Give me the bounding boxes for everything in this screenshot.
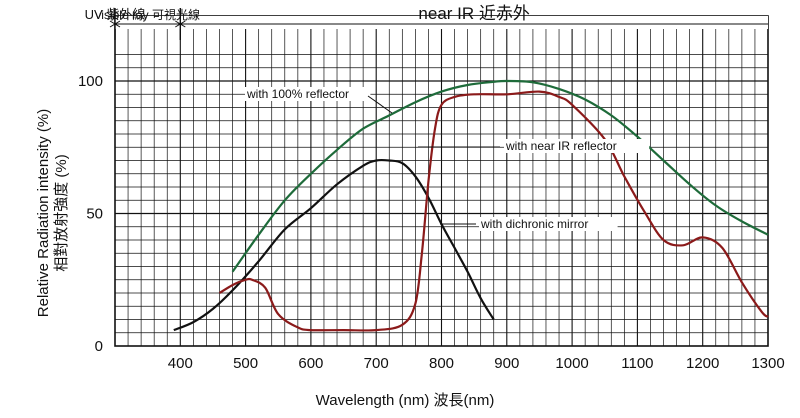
x-tick-label: 400 (168, 355, 193, 372)
series-line-1 (231, 79, 769, 273)
y-axis-title-line-1: Relative Radiation intensity (%) (35, 109, 52, 317)
x-tick-label: 1200 (686, 355, 719, 372)
x-tick-label: 900 (494, 355, 519, 372)
annotation-label: with 100% reflector (246, 87, 349, 101)
band-strip (115, 16, 768, 29)
axis-ticks: 400 500 600 700 800 900 1000 1100 1200 1300 0 50 100 (78, 73, 785, 372)
y-tick-label: 100 (78, 73, 103, 90)
band-arrow-right (179, 20, 186, 28)
series-line-3 (218, 90, 769, 332)
band-label: UV 紫外線 (85, 7, 146, 22)
x-tick-label: 1300 (751, 355, 784, 372)
y-axis-title: Relative Radiation intensity (%) 相對放射強度 … (35, 109, 70, 317)
x-tick-label: 500 (233, 355, 258, 372)
x-tick-label: 1100 (621, 355, 653, 372)
chart-grid (114, 15, 769, 347)
y-tick-label: 50 (86, 206, 103, 223)
annotation-background (245, 87, 371, 101)
band-arrow-right (114, 20, 121, 28)
band-label: near IR 近赤外 (418, 4, 529, 23)
series-annotations: with 100% reflector with near IR reflecto… (245, 87, 650, 231)
y-tick-label: 0 (95, 338, 103, 355)
x-tick-label: 1000 (555, 355, 588, 372)
band-label: visible ray 可視光線 (95, 7, 200, 22)
annotation-leader (367, 95, 393, 114)
annotation-label: with near IR reflector (505, 139, 617, 153)
x-axis-title: Wavelength (nm) 波長(nm) (316, 392, 495, 409)
annotation-background (479, 217, 618, 231)
series-lines (173, 79, 769, 332)
y-axis-title-line-2: 相對放射強度 (%) (53, 154, 70, 272)
annotation-background (504, 139, 650, 153)
x-tick-label: 600 (298, 355, 323, 372)
x-tick-label: 700 (364, 355, 389, 372)
x-tick-label: 800 (429, 355, 454, 372)
annotation-label: with dichronic mirror (480, 217, 588, 231)
series-line-2 (173, 158, 495, 332)
